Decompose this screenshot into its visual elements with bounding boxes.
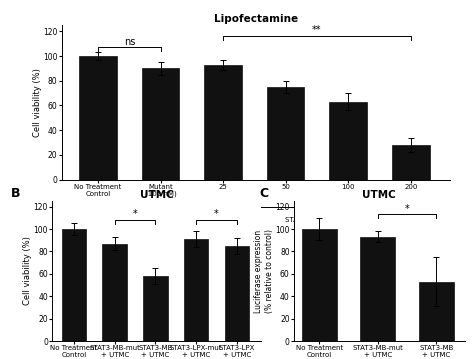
Bar [62,229,86,341]
Bar [225,246,249,341]
Bar [142,68,179,180]
Bar [301,229,337,341]
Title: UTMC: UTMC [139,190,173,200]
Text: ns: ns [124,37,135,47]
Text: C: C [260,187,269,200]
Title: UTMC: UTMC [362,190,396,200]
Bar [329,102,367,180]
Text: *: * [133,209,137,219]
Bar [79,56,117,180]
Y-axis label: Luciferase expression
(% relative to control): Luciferase expression (% relative to con… [255,229,274,313]
Bar [419,282,454,341]
Bar [267,87,304,180]
Bar [102,244,127,341]
Bar [184,239,209,341]
Text: *: * [214,209,219,219]
Title: Lipofectamine: Lipofectamine [214,14,298,24]
Text: STAT3 Decoy (nM): STAT3 Decoy (nM) [285,216,348,223]
Text: *: * [405,204,410,214]
Text: **: ** [312,25,322,36]
Bar [204,65,242,180]
Y-axis label: Cell viability (%): Cell viability (%) [33,68,42,137]
Bar [360,237,395,341]
Text: B: B [10,187,20,200]
Bar [143,276,168,341]
Y-axis label: Cell viability (%): Cell viability (%) [23,237,32,306]
Bar [392,145,429,180]
